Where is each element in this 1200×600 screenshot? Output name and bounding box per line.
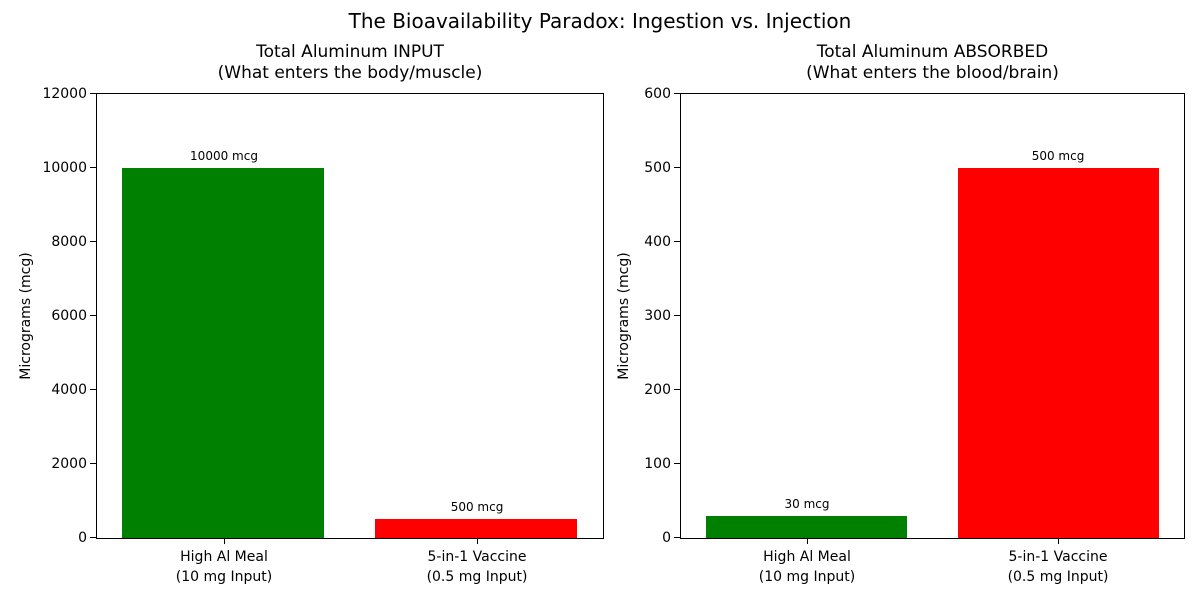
x-tick-mark	[477, 539, 478, 544]
x-tick-label: 5-in-1 Vaccine (0.5 mg Input)	[1007, 549, 1109, 585]
y-tick-label: 200	[644, 382, 671, 398]
x-tick-mark	[1058, 539, 1059, 544]
subplot-title: Total Aluminum INPUT (What enters the bo…	[217, 42, 483, 83]
subplot-input-plot-area: Total Aluminum INPUT (What enters the bo…	[18, 42, 604, 585]
y-tick-mark	[90, 537, 96, 538]
y-tick-mark	[674, 463, 680, 464]
subplot-absorbed-plot-area: Total Aluminum ABSORBED (What enters the…	[616, 42, 1185, 585]
bar-high-al-meal	[122, 168, 324, 538]
y-tick-label: 500	[644, 160, 671, 176]
y-tick-label: 4000	[51, 382, 87, 398]
x-tick-label: 5-in-1 Vaccine (0.5 mg Input)	[426, 549, 528, 585]
y-tick-mark	[90, 463, 96, 464]
x-tick-label: High Al Meal (10 mg Input)	[175, 549, 273, 585]
bar-value-label: 10000 mcg	[190, 149, 258, 163]
bar-5-in-1-vaccine	[375, 519, 577, 538]
y-tick-label: 0	[662, 530, 671, 546]
bar-value-label: 500 mcg	[1031, 149, 1085, 163]
y-tick-label: 12000	[42, 86, 87, 102]
y-tick-mark	[90, 315, 96, 316]
y-tick-label: 400	[644, 234, 671, 250]
y-tick-mark	[674, 93, 680, 94]
bar-value-label: 500 mcg	[450, 500, 504, 514]
y-tick-label: 0	[78, 530, 87, 546]
y-tick-mark	[90, 167, 96, 168]
y-tick-mark	[674, 241, 680, 242]
bar-value-label: 30 mcg	[784, 497, 830, 511]
x-tick-label: High Al Meal (10 mg Input)	[758, 549, 856, 585]
figure-title: The Bioavailability Paradox: Ingestion v…	[348, 9, 852, 33]
bar-high-al-meal	[706, 516, 907, 538]
y-tick-mark	[674, 389, 680, 390]
y-tick-label: 300	[644, 308, 671, 324]
y-tick-mark	[90, 389, 96, 390]
y-tick-mark	[674, 537, 680, 538]
bar-5-in-1-vaccine	[958, 168, 1159, 538]
y-tick-label: 6000	[51, 308, 87, 324]
y-tick-label: 8000	[51, 234, 87, 250]
y-tick-label: 600	[644, 86, 671, 102]
y-tick-label: 10000	[42, 160, 87, 176]
y-tick-label: 2000	[51, 456, 87, 472]
y-tick-mark	[90, 93, 96, 94]
y-tick-mark	[674, 315, 680, 316]
y-tick-mark	[674, 167, 680, 168]
y-tick-mark	[90, 241, 96, 242]
y-tick-label: 100	[644, 456, 671, 472]
subplot-title: Total Aluminum ABSORBED (What enters the…	[806, 42, 1059, 83]
x-tick-mark	[807, 539, 808, 544]
x-tick-mark	[224, 539, 225, 544]
